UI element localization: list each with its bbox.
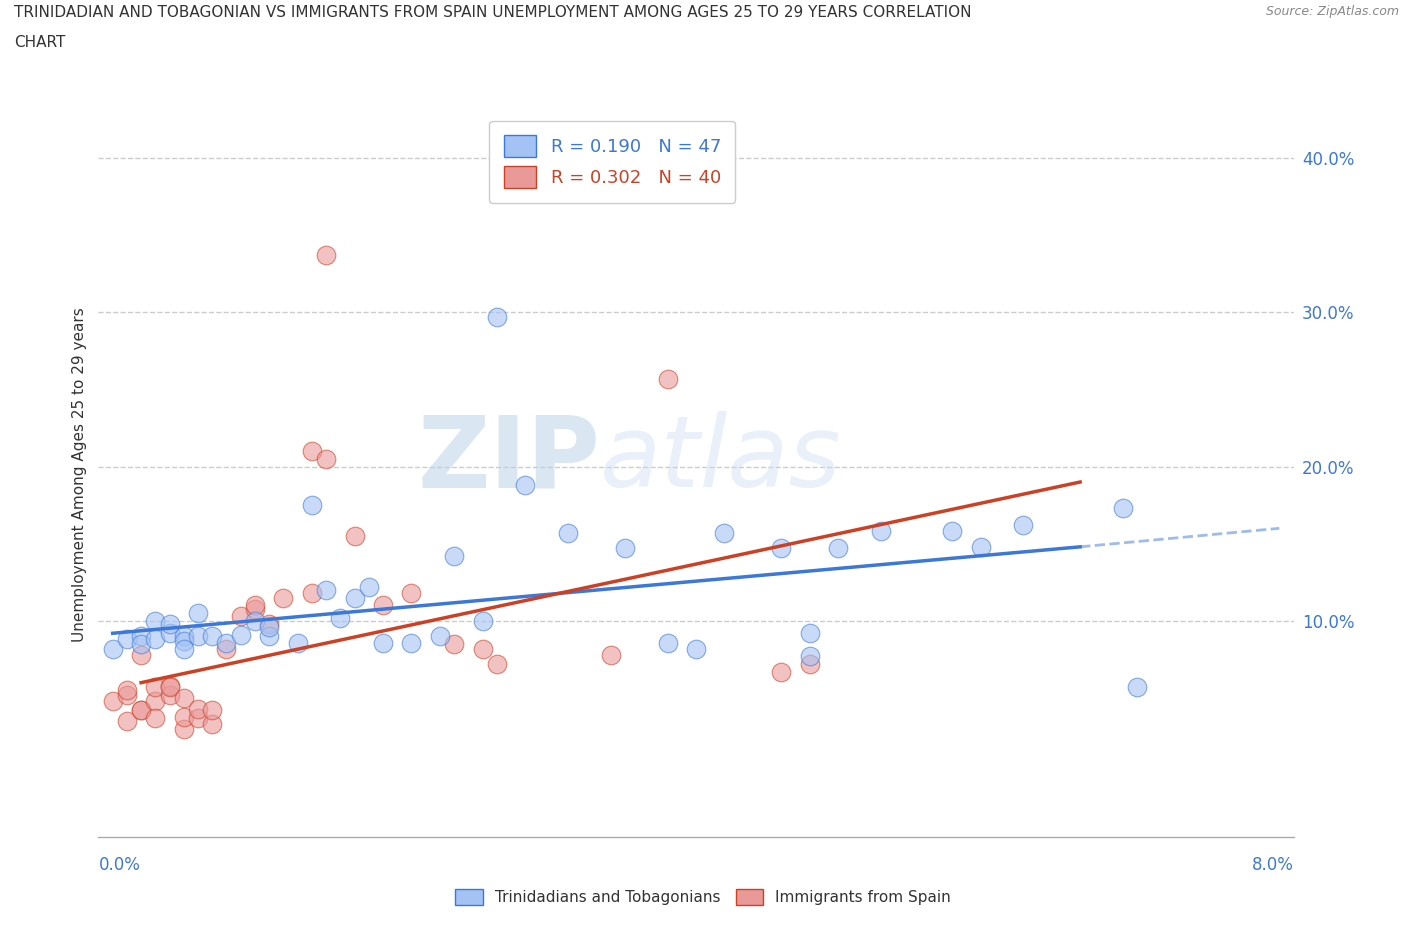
Point: [471, 642, 494, 657]
Point: [173, 691, 195, 706]
Point: [115, 632, 138, 647]
Point: [443, 637, 465, 652]
Point: [287, 635, 309, 650]
Point: [187, 629, 209, 644]
Point: [485, 310, 508, 325]
Point: [941, 524, 963, 538]
Point: [657, 635, 679, 650]
Point: [243, 601, 266, 616]
Point: [257, 619, 280, 634]
Point: [329, 610, 352, 625]
Point: [143, 632, 166, 647]
Point: [770, 664, 793, 679]
Point: [173, 642, 195, 657]
Y-axis label: Unemployment Among Ages 25 to 29 years: Unemployment Among Ages 25 to 29 years: [72, 307, 87, 642]
Point: [173, 710, 195, 724]
Text: ZIP: ZIP: [418, 411, 600, 509]
Point: [301, 586, 323, 601]
Legend: R = 0.190   N = 47, R = 0.302   N = 40: R = 0.190 N = 47, R = 0.302 N = 40: [489, 121, 735, 203]
Point: [827, 541, 849, 556]
Point: [401, 586, 423, 601]
Point: [599, 647, 621, 662]
Point: [143, 711, 166, 725]
Point: [301, 498, 323, 512]
Point: [799, 649, 821, 664]
Point: [685, 642, 707, 657]
Point: [115, 687, 138, 702]
Point: [1012, 518, 1035, 533]
Point: [187, 605, 209, 620]
Point: [129, 637, 152, 652]
Point: [799, 657, 821, 671]
Point: [770, 541, 793, 556]
Point: [315, 247, 337, 262]
Text: atlas: atlas: [600, 411, 842, 509]
Point: [215, 635, 238, 650]
Point: [243, 598, 266, 613]
Text: Source: ZipAtlas.com: Source: ZipAtlas.com: [1265, 5, 1399, 18]
Text: CHART: CHART: [14, 35, 66, 50]
Point: [343, 528, 366, 543]
Point: [870, 524, 893, 538]
Point: [273, 591, 295, 605]
Point: [159, 687, 181, 702]
Point: [101, 694, 124, 709]
Point: [101, 642, 124, 657]
Point: [201, 703, 224, 718]
Point: [129, 703, 152, 718]
Point: [173, 633, 195, 648]
Point: [129, 647, 152, 662]
Point: [799, 626, 821, 641]
Point: [315, 451, 337, 466]
Point: [243, 614, 266, 629]
Text: 0.0%: 0.0%: [98, 856, 141, 873]
Point: [159, 617, 181, 631]
Point: [143, 614, 166, 629]
Point: [229, 628, 252, 643]
Point: [357, 579, 380, 594]
Point: [115, 683, 138, 698]
Point: [515, 478, 537, 493]
Point: [429, 629, 451, 644]
Point: [1126, 680, 1149, 695]
Point: [129, 629, 152, 644]
Point: [159, 678, 181, 693]
Point: [187, 711, 209, 725]
Point: [129, 703, 152, 718]
Point: [115, 714, 138, 729]
Point: [257, 617, 280, 631]
Point: [215, 642, 238, 657]
Point: [229, 609, 252, 624]
Point: [371, 635, 394, 650]
Point: [969, 539, 991, 554]
Point: [173, 629, 195, 644]
Point: [401, 635, 423, 650]
Point: [143, 680, 166, 695]
Point: [187, 701, 209, 716]
Point: [159, 626, 181, 641]
Point: [159, 680, 181, 695]
Point: [371, 598, 394, 613]
Text: 8.0%: 8.0%: [1251, 856, 1294, 873]
Point: [257, 629, 280, 644]
Text: TRINIDADIAN AND TOBAGONIAN VS IMMIGRANTS FROM SPAIN UNEMPLOYMENT AMONG AGES 25 T: TRINIDADIAN AND TOBAGONIAN VS IMMIGRANTS…: [14, 5, 972, 20]
Point: [173, 722, 195, 737]
Point: [201, 717, 224, 732]
Point: [315, 582, 337, 597]
Point: [143, 694, 166, 709]
Legend: Trinidadians and Tobagonians, Immigrants from Spain: Trinidadians and Tobagonians, Immigrants…: [447, 881, 959, 913]
Point: [713, 525, 735, 540]
Point: [485, 657, 508, 671]
Point: [657, 371, 679, 386]
Point: [201, 629, 224, 644]
Point: [443, 549, 465, 564]
Point: [471, 614, 494, 629]
Point: [557, 525, 579, 540]
Point: [1112, 501, 1135, 516]
Point: [613, 541, 636, 556]
Point: [343, 591, 366, 605]
Point: [301, 444, 323, 458]
